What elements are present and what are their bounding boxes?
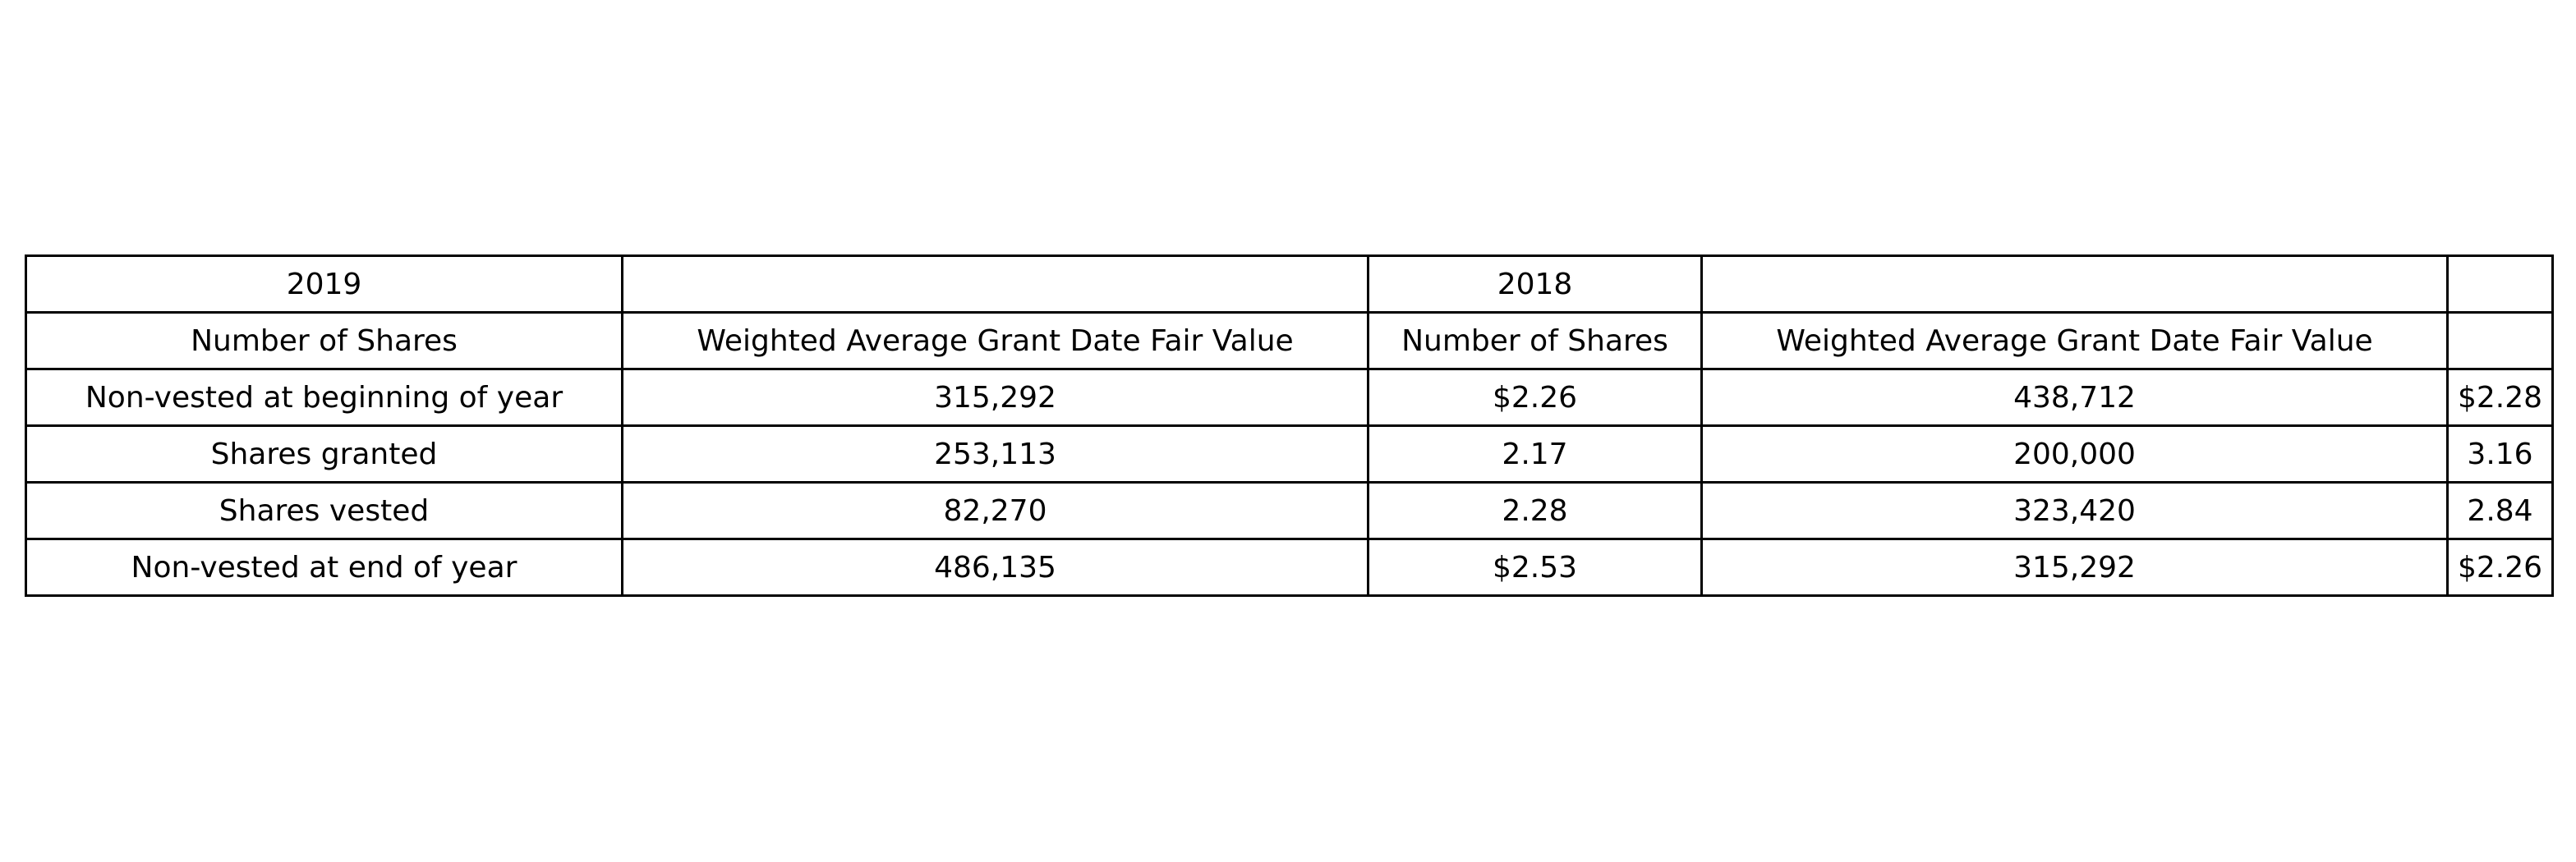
table-row: Number of Shares Weighted Average Grant … (25, 311, 2554, 370)
table-cell: 2.17 (1367, 424, 1703, 484)
table-row: Shares granted 253,113 2.17 200,000 3.16 (25, 424, 2554, 484)
table-cell (1700, 254, 2449, 314)
table-cell: Number of Shares (1367, 311, 1703, 370)
table-row: Non-vested at end of year 486,135 $2.53 … (25, 538, 2554, 597)
table-cell: 2019 (25, 254, 623, 314)
table-cell: $2.53 (1367, 538, 1703, 597)
table-row: Shares vested 82,270 2.28 323,420 2.84 (25, 481, 2554, 540)
table-cell: 82,270 (621, 481, 1369, 540)
table-cell (2446, 311, 2554, 370)
table-cell: 200,000 (1700, 424, 2449, 484)
table-cell: 323,420 (1700, 481, 2449, 540)
table-cell: 2.84 (2446, 481, 2554, 540)
table-cell: Non-vested at end of year (25, 538, 623, 597)
table-container: 2019 2018 Number of Shares Weighted Aver… (25, 254, 2554, 597)
table-cell: Shares granted (25, 424, 623, 484)
table-cell: 315,292 (621, 368, 1369, 427)
table-cell: 486,135 (621, 538, 1369, 597)
table-cell: 253,113 (621, 424, 1369, 484)
table-cell (621, 254, 1369, 314)
table-row: 2019 2018 (25, 254, 2554, 314)
table-cell: $2.28 (2446, 368, 2554, 427)
table-cell: Number of Shares (25, 311, 623, 370)
table-cell: $2.26 (1367, 368, 1703, 427)
table-cell: 438,712 (1700, 368, 2449, 427)
table-cell: 3.16 (2446, 424, 2554, 484)
table-cell: 2018 (1367, 254, 1703, 314)
table-cell: Weighted Average Grant Date Fair Value (621, 311, 1369, 370)
table-cell: Weighted Average Grant Date Fair Value (1700, 311, 2449, 370)
table-cell (2446, 254, 2554, 314)
table-cell: 315,292 (1700, 538, 2449, 597)
table-row: Non-vested at beginning of year 315,292 … (25, 368, 2554, 427)
table-cell: 2.28 (1367, 481, 1703, 540)
table-cell: Shares vested (25, 481, 623, 540)
data-table: 2019 2018 Number of Shares Weighted Aver… (25, 254, 2554, 597)
table-cell: Non-vested at beginning of year (25, 368, 623, 427)
table-cell: $2.26 (2446, 538, 2554, 597)
